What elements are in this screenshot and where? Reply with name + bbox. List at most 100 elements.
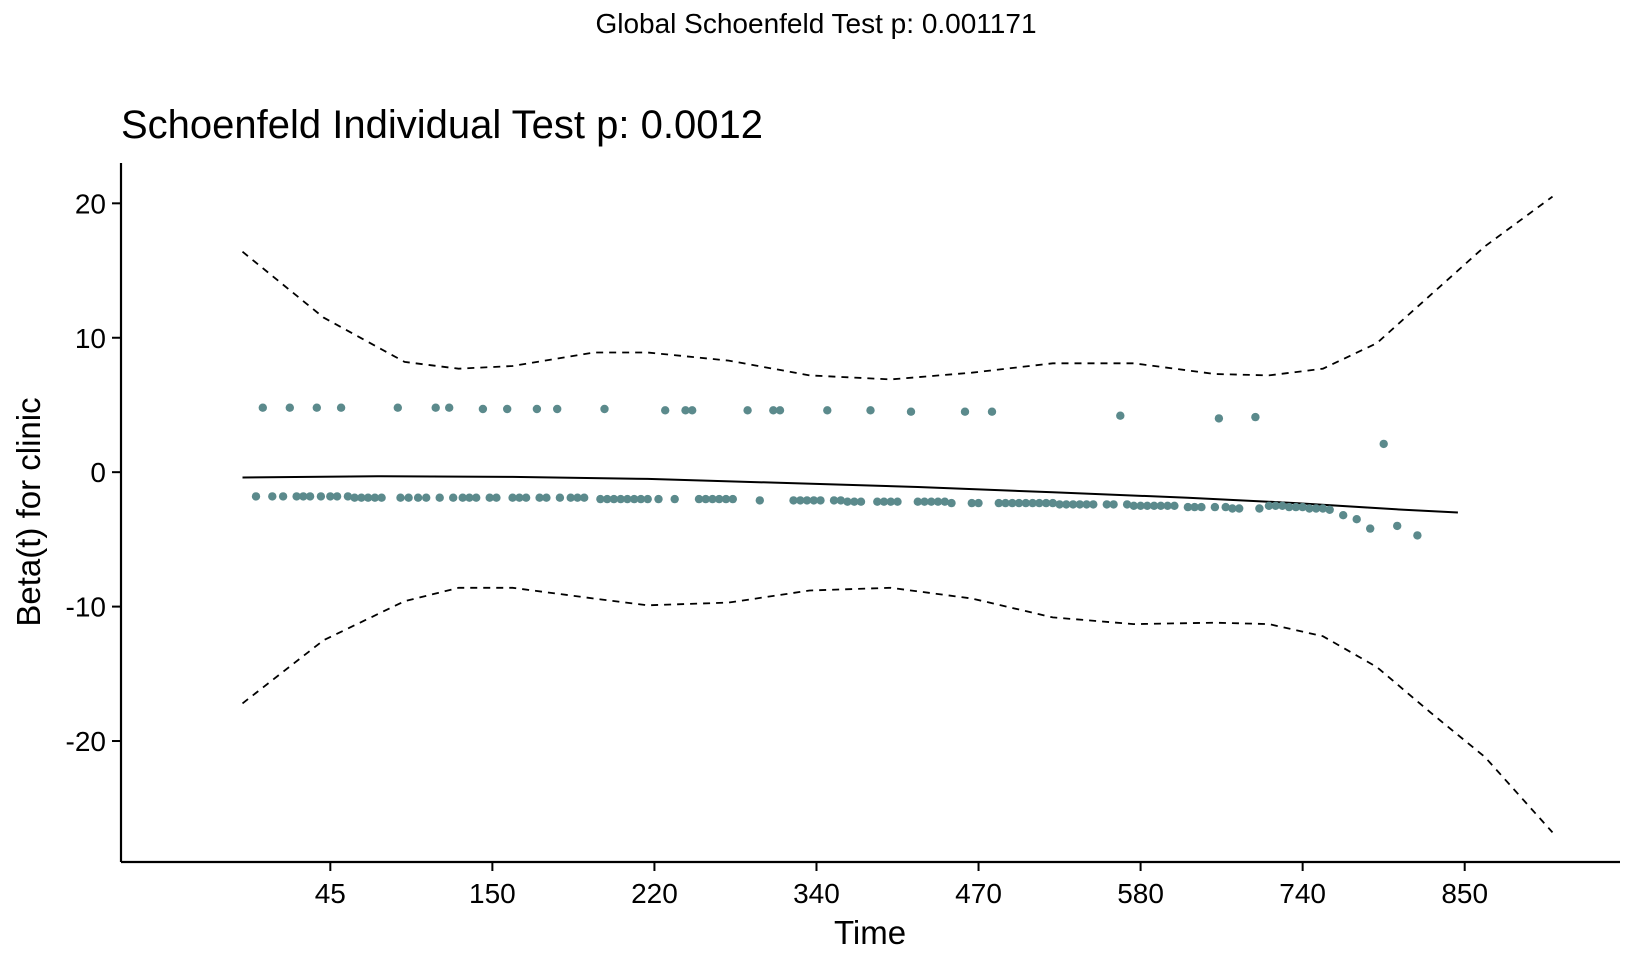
residual-point: [1149, 501, 1159, 510]
residual-point: [856, 497, 866, 506]
residual-point: [431, 403, 440, 412]
residual-point: [1318, 504, 1328, 513]
residual-point: [350, 493, 359, 502]
residual-point: [1251, 412, 1260, 422]
residual-point: [465, 493, 474, 502]
residual-point: [573, 493, 582, 502]
residual-point: [413, 493, 423, 502]
residual-point: [580, 493, 589, 502]
residual-point: [636, 494, 646, 504]
residual-point: [251, 492, 261, 501]
residual-point: [823, 406, 832, 415]
residual-point: [933, 497, 943, 506]
chart-title: Schoenfeld Individual Test p: 0.0012: [121, 103, 763, 147]
residual-point: [312, 403, 321, 412]
x-tick-label: 470: [955, 878, 1002, 909]
residual-point: [1021, 498, 1030, 508]
residual-point: [1264, 501, 1274, 510]
residual-point: [357, 493, 366, 502]
residual-point: [1102, 500, 1112, 509]
residual-point: [521, 493, 531, 502]
lower-confidence-line: [241, 586, 1554, 834]
residual-point: [967, 498, 976, 508]
residual-point: [1163, 501, 1172, 510]
residual-point: [363, 493, 373, 502]
residual-point: [377, 493, 386, 502]
residual-points-layer: [251, 403, 1422, 540]
residual-point: [1235, 504, 1244, 513]
residual-point: [681, 406, 690, 415]
x-tick-label: 45: [315, 878, 346, 909]
residual-point: [789, 496, 798, 505]
residual-point: [1221, 502, 1230, 512]
residual-point: [769, 406, 778, 415]
residual-point: [940, 497, 949, 506]
residual-point: [1122, 500, 1132, 509]
y-tick-label: 20: [75, 188, 106, 219]
residual-point: [343, 492, 353, 501]
residual-point: [960, 407, 970, 416]
residual-point: [422, 493, 431, 502]
residual-point: [553, 404, 562, 414]
residual-point: [886, 497, 895, 506]
x-tick-label: 740: [1279, 878, 1326, 909]
residual-point: [1028, 498, 1037, 508]
residual-point: [532, 404, 542, 414]
residual-point: [775, 406, 785, 415]
smoothed-beta-line: [242, 475, 1458, 514]
x-tick-label: 340: [793, 878, 840, 909]
residual-point: [708, 494, 717, 504]
residual-point: [1143, 501, 1152, 510]
residual-point: [458, 493, 467, 502]
residual-point: [816, 496, 825, 505]
residual-point: [445, 403, 454, 412]
residual-point: [542, 493, 551, 502]
residual-point: [1082, 500, 1091, 509]
residual-point: [603, 494, 612, 504]
residual-point: [643, 494, 652, 504]
residual-point: [596, 494, 605, 504]
residual-point: [1197, 502, 1206, 512]
residual-point: [1116, 411, 1125, 420]
residual-point: [332, 492, 342, 501]
fit-line-layer: [242, 475, 1458, 514]
residual-point: [336, 403, 346, 412]
residual-point: [1366, 524, 1375, 533]
confidence-band-layer: [241, 195, 1554, 834]
residual-point: [515, 493, 524, 502]
residual-point: [1339, 511, 1348, 520]
residual-point: [1379, 439, 1388, 449]
residual-point: [1156, 501, 1166, 510]
y-tick-label: 10: [75, 323, 106, 354]
residual-point: [1136, 501, 1145, 510]
residual-point: [485, 493, 494, 502]
x-ticks: 45 150 220 340 470 580 740 850: [315, 862, 1488, 909]
y-axis-title: Beta(t) for clinic: [10, 397, 47, 626]
residual-point: [879, 497, 889, 506]
residual-point: [829, 496, 839, 505]
residual-point: [404, 493, 413, 502]
residual-point: [508, 493, 517, 502]
residual-point: [843, 497, 852, 506]
residual-point: [278, 492, 288, 501]
residual-point: [285, 403, 294, 412]
residual-point: [1109, 500, 1118, 509]
upper-confidence-line: [241, 195, 1554, 381]
residual-point: [316, 492, 326, 501]
residual-point: [326, 492, 335, 501]
residual-point: [836, 496, 845, 505]
residual-point: [492, 493, 501, 502]
residual-point: [370, 493, 380, 502]
residual-point: [535, 493, 544, 502]
residual-point: [654, 494, 663, 504]
residual-point: [715, 494, 724, 504]
residual-point: [1190, 502, 1199, 512]
residual-point: [449, 493, 458, 502]
residual-point: [987, 407, 997, 416]
residual-point: [927, 497, 936, 506]
residual-point: [1284, 502, 1294, 512]
residual-point: [743, 406, 752, 415]
global-test-title: Global Schoenfeld Test p: 0.001171: [595, 8, 1036, 39]
residual-point: [1075, 500, 1085, 509]
